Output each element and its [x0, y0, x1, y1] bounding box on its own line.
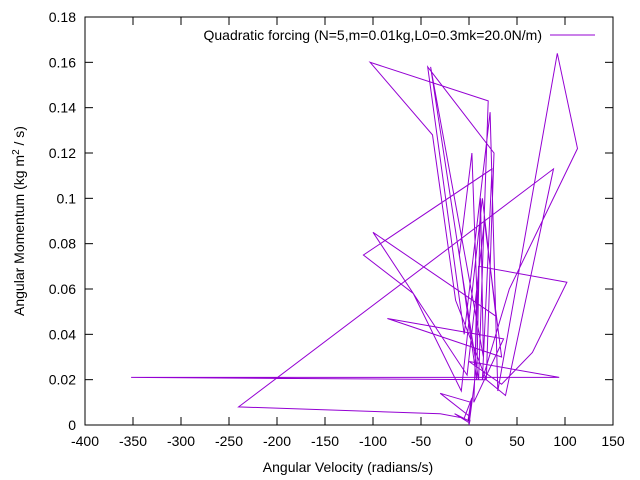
x-tick-label: -150 [311, 433, 339, 449]
x-tick-label: -400 [71, 433, 99, 449]
legend-label: Quadratic forcing (N=5,m=0.01kg,L0=0.3mk… [203, 27, 542, 43]
series-layer [131, 53, 579, 426]
x-tick-label: -50 [411, 433, 431, 449]
y-tick-label: 0.14 [49, 100, 76, 116]
x-tick-label: -200 [263, 433, 291, 449]
y-tick-label: 0.12 [49, 145, 76, 161]
plot-frame [84, 16, 614, 426]
x-axis-tick-labels: -400 -350 -300 -250 -200 -150 -100 -50 0 50 100 150 [71, 433, 625, 449]
x-tick-label: -350 [119, 433, 147, 449]
x-tick-label: 100 [553, 433, 577, 449]
y-tick-label: 0.08 [49, 236, 76, 252]
series-line-0 [131, 53, 579, 426]
y-tick-label: 0.06 [49, 281, 76, 297]
plot-border [84, 16, 614, 426]
y-tick-label: 0.02 [49, 372, 76, 388]
y-axis-label-tail: / s) [11, 126, 27, 149]
x-tick-label: -100 [359, 433, 387, 449]
x-axis-label: Angular Velocity (radians/s) [263, 459, 433, 475]
y-axis-ticks [85, 16, 613, 426]
y-axis-tick-labels: 0 0.02 0.04 0.06 0.08 0.1 0.12 0.14 0.16 0.18 [49, 9, 76, 433]
y-tick-label: 0 [68, 417, 76, 433]
x-tick-label: 150 [601, 433, 625, 449]
legend: Quadratic forcing (N=5,m=0.01kg,L0=0.3mk… [203, 27, 595, 43]
y-axis-label: Angular Momentum (kg m2 / s) [11, 126, 28, 316]
y-tick-label: 0.04 [49, 326, 76, 342]
y-tick-label: 0.1 [57, 190, 77, 206]
y-axis-label-superscript: 2 [11, 149, 22, 155]
y-axis-label-main: Angular Momentum (kg m [11, 155, 27, 316]
y-tick-label: 0.18 [49, 9, 76, 25]
x-tick-label: 50 [509, 433, 525, 449]
x-tick-label: -250 [215, 433, 243, 449]
y-tick-label: 0.16 [49, 54, 76, 70]
x-tick-label: -300 [167, 433, 195, 449]
x-tick-label: 0 [465, 433, 473, 449]
